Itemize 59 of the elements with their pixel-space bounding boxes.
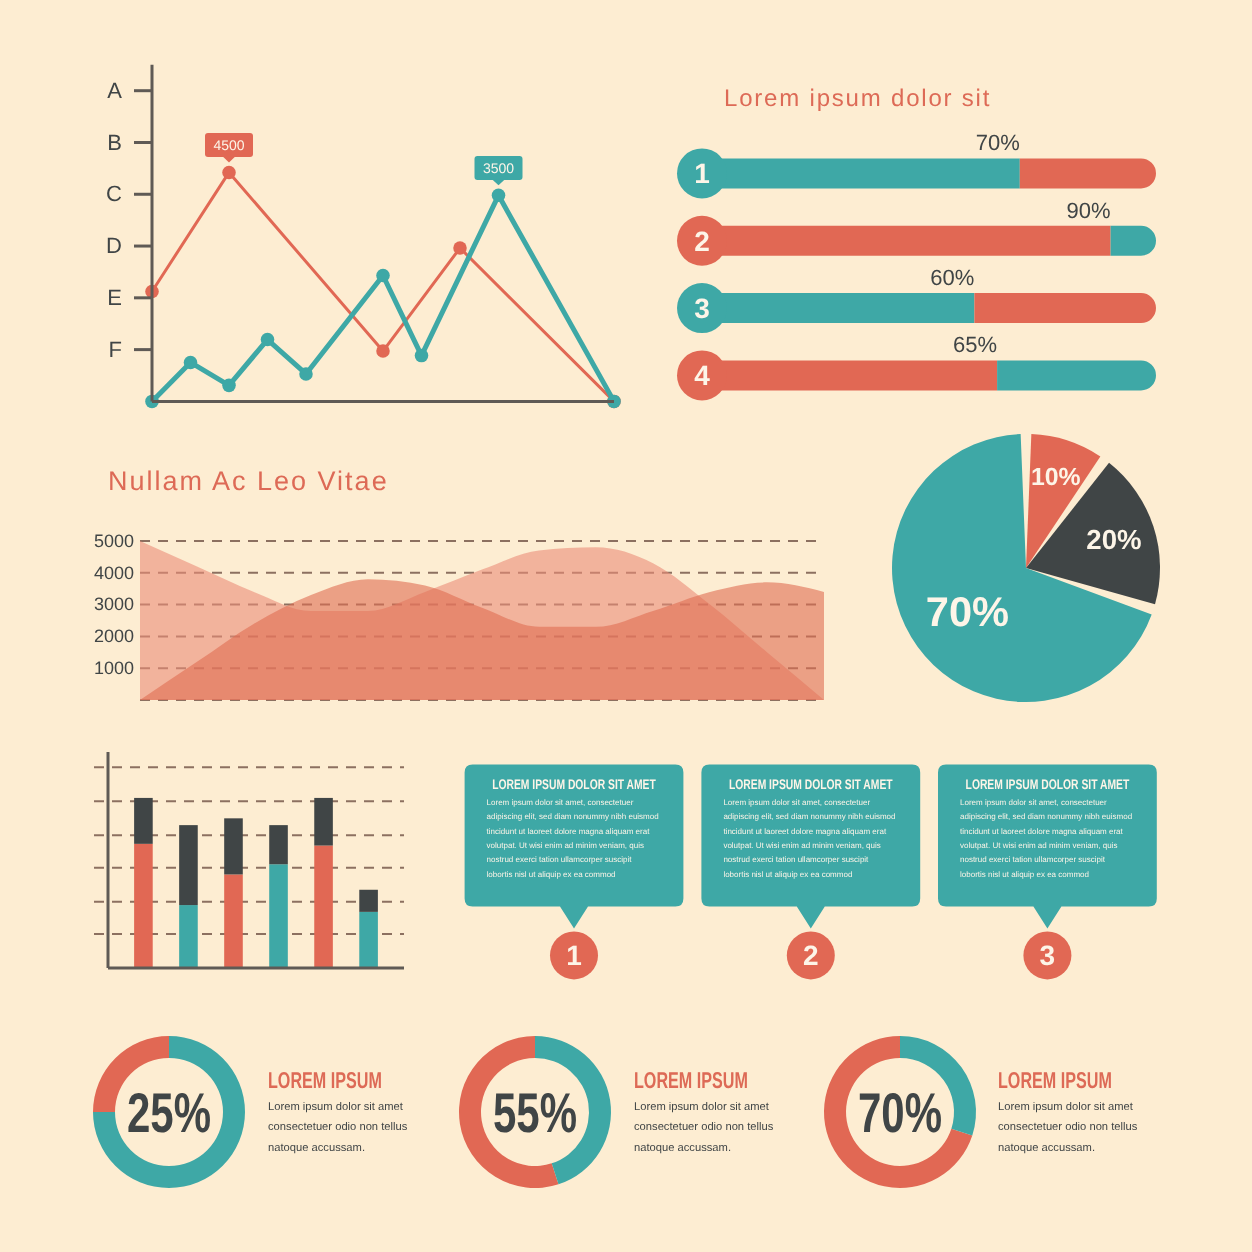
text: F — [108, 338, 123, 363]
text: 1 — [566, 939, 583, 972]
data-label: 60% — [930, 267, 975, 292]
donut-slice — [824, 1036, 973, 1188]
data-label: 70% — [925, 589, 1010, 636]
chart-title: Lorem ipsum dolor sit — [724, 84, 992, 112]
text: LOREM IPSUM — [998, 1069, 1112, 1095]
bar — [359, 911, 378, 968]
bar — [224, 874, 243, 968]
text: 70% — [858, 1084, 942, 1146]
donut-slice — [93, 1036, 245, 1188]
data-label: 90% — [1066, 199, 1112, 224]
y-tick-label: 3000 — [93, 594, 134, 615]
bar — [314, 797, 333, 846]
text: 25% — [127, 1084, 211, 1146]
y-tick-label: 2000 — [93, 626, 134, 647]
bar — [179, 825, 198, 906]
text: 3 — [1039, 939, 1056, 972]
point — [222, 378, 236, 393]
text: 2 — [803, 939, 819, 972]
data-label: 70% — [975, 132, 1021, 157]
bar — [269, 864, 288, 968]
bar — [134, 797, 153, 844]
text: B — [107, 131, 122, 156]
pie-slice — [1026, 462, 1160, 605]
bar — [359, 889, 378, 912]
y-tick-label: 5000 — [93, 530, 134, 551]
y-tick-label: 4000 — [93, 562, 134, 583]
pie-slice — [892, 434, 1152, 702]
bar — [134, 843, 153, 968]
bar — [224, 818, 243, 875]
point — [414, 348, 429, 363]
point — [183, 355, 198, 370]
text: C — [106, 183, 123, 208]
text: LOREM IPSUM — [268, 1069, 382, 1095]
y-tick-label: 1 — [694, 157, 711, 190]
data-label: 10% — [1031, 463, 1081, 492]
bar — [269, 825, 288, 865]
point — [222, 165, 236, 180]
text: LOREM IPSUM — [634, 1069, 748, 1095]
text: D — [106, 235, 123, 260]
point — [453, 241, 467, 255]
y-tick-label: 2 — [694, 224, 711, 257]
bar — [314, 845, 333, 968]
point — [491, 188, 506, 203]
y-tick-label: 1000 — [93, 657, 134, 678]
data-label: 65% — [953, 334, 998, 359]
y-tick-label: 3 — [694, 292, 711, 325]
point — [376, 268, 390, 283]
point — [299, 367, 313, 381]
y-tick-label: 4 — [694, 359, 711, 392]
text: A — [107, 79, 124, 104]
data-label: 20% — [1086, 525, 1142, 556]
text: E — [107, 286, 122, 311]
point — [260, 332, 275, 347]
chart-title: Nullam Ac Leo Vitae — [108, 466, 389, 496]
text: 55% — [493, 1084, 577, 1146]
point — [376, 344, 390, 358]
bar — [179, 905, 198, 968]
